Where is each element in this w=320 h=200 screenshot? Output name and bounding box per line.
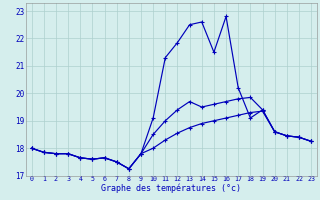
X-axis label: Graphe des températures (°c): Graphe des températures (°c) [101,184,241,193]
